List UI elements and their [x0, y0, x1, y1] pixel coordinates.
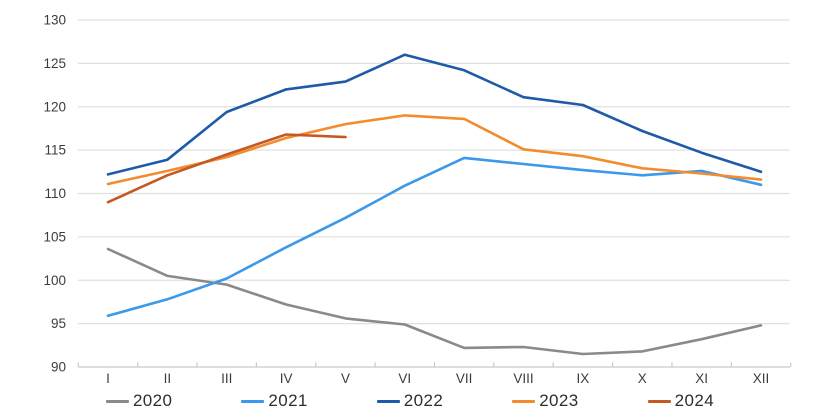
legend-dash-icon: [647, 399, 671, 403]
x-tick-label-XII: XII: [753, 371, 770, 386]
legend-dash-icon: [512, 399, 536, 403]
legend-label: 2021: [268, 391, 308, 410]
legend-item-2022: 2022: [376, 391, 444, 411]
x-axis: [77, 362, 792, 367]
x-tick-label-VI: VI: [398, 371, 411, 386]
series-lines: [106, 53, 763, 356]
legend-item-2023: 2023: [512, 391, 578, 411]
y-tick-label-130: 130: [43, 13, 66, 28]
y-axis-tick-labels: 90 95 100 105 110 115 120 125 130: [43, 13, 66, 375]
legend-label: 2024: [674, 391, 715, 410]
chart-legend: 2020 2021 2022 2023 2024: [0, 391, 820, 411]
x-tick-label-I: I: [106, 371, 110, 386]
x-tick-label-IX: IX: [577, 371, 590, 386]
x-tick-label-VII: VII: [456, 371, 473, 386]
legend-label: 2020: [132, 391, 173, 410]
y-tick-label-115: 115: [44, 143, 66, 158]
y-tick-label-95: 95: [51, 316, 66, 331]
legend-item-2020: 2020: [105, 391, 173, 411]
legend-label: 2023: [539, 391, 579, 410]
x-tick-label-V: V: [341, 371, 350, 386]
series-line-2020: [106, 247, 763, 356]
y-tick-label-105: 105: [43, 229, 66, 244]
x-tick-label-II: II: [164, 371, 172, 386]
y-tick-label-100: 100: [43, 273, 66, 288]
x-tick-label-XI: XI: [695, 371, 708, 386]
gridlines: [78, 19, 790, 368]
y-tick-label-110: 110: [44, 186, 66, 201]
y-tick-label-120: 120: [43, 99, 66, 114]
legend-label: 2022: [403, 391, 444, 410]
series-line-2022: [106, 53, 763, 176]
x-tick-label-IV: IV: [280, 371, 293, 386]
x-tick-label-VIII: VIII: [513, 371, 533, 386]
legend-dash-icon: [241, 399, 265, 403]
series-line-2024: [106, 133, 347, 204]
y-tick-label-125: 125: [43, 56, 66, 71]
x-axis-tick-labels: I II III IV V VI VII VIII IX X XI XII: [106, 371, 769, 386]
legend-item-2021: 2021: [241, 391, 307, 411]
series-line-2023: [106, 114, 763, 186]
legend-dash-icon: [105, 399, 129, 403]
legend-item-2024: 2024: [647, 391, 715, 411]
x-tick-label-X: X: [638, 371, 647, 386]
series-line-2021: [106, 156, 763, 318]
x-tick-label-III: III: [221, 371, 232, 386]
y-tick-label-90: 90: [51, 360, 66, 375]
legend-dash-icon: [376, 399, 400, 403]
